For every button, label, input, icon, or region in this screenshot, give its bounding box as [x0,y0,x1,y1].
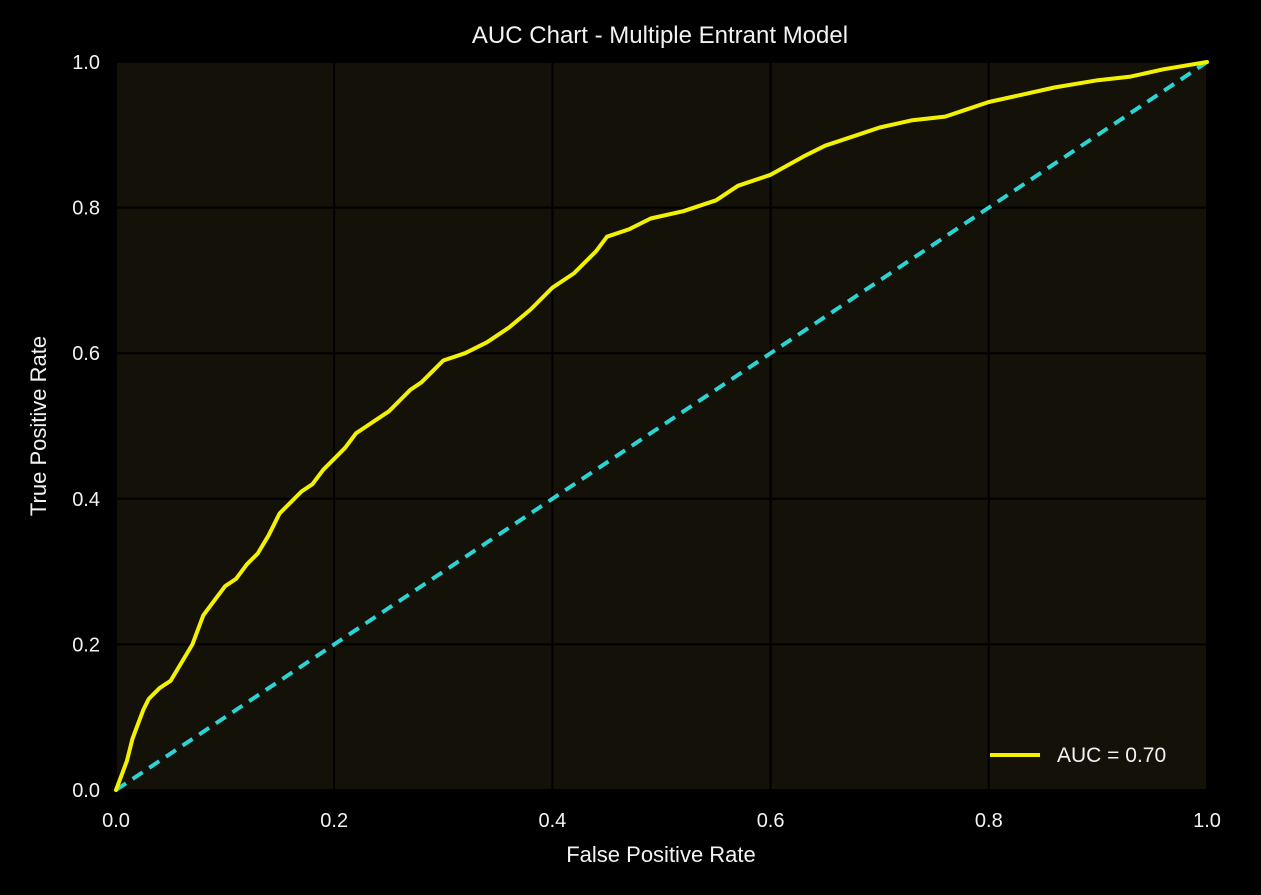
plot-area [116,62,1207,790]
y-tick-label: 0.4 [72,489,100,511]
x-tick-label: 0.0 [102,810,130,832]
y-tick-label: 1.0 [72,52,100,74]
chart-title: AUC Chart - Multiple Entrant Model [472,22,848,49]
roc-curve [114,60,1209,792]
y-tick-label: 0.0 [72,780,100,802]
x-tick-label: 0.4 [538,810,566,832]
y-tick-label: 0.6 [72,343,100,365]
series-layer [114,60,1209,792]
grid [115,61,1208,791]
y-tick-label: 0.2 [72,634,100,656]
legend: AUC = 0.70 [990,744,1166,767]
legend-roc-label: AUC = 0.70 [1057,744,1166,767]
x-tick-label: 0.6 [757,810,785,832]
x-tick-label: 0.8 [975,810,1003,832]
x-axis-ticks: 0.0 0.2 0.4 0.6 0.8 1.0 [102,810,1221,832]
y-axis-label: True Positive Rate [26,336,51,516]
y-tick-label: 0.8 [72,198,100,220]
x-tick-label: 0.2 [320,810,348,832]
x-tick-label: 1.0 [1193,810,1221,832]
y-axis-ticks: 0.0 0.2 0.4 0.6 0.8 1.0 [72,52,100,802]
x-axis-label: False Positive Rate [566,842,756,867]
